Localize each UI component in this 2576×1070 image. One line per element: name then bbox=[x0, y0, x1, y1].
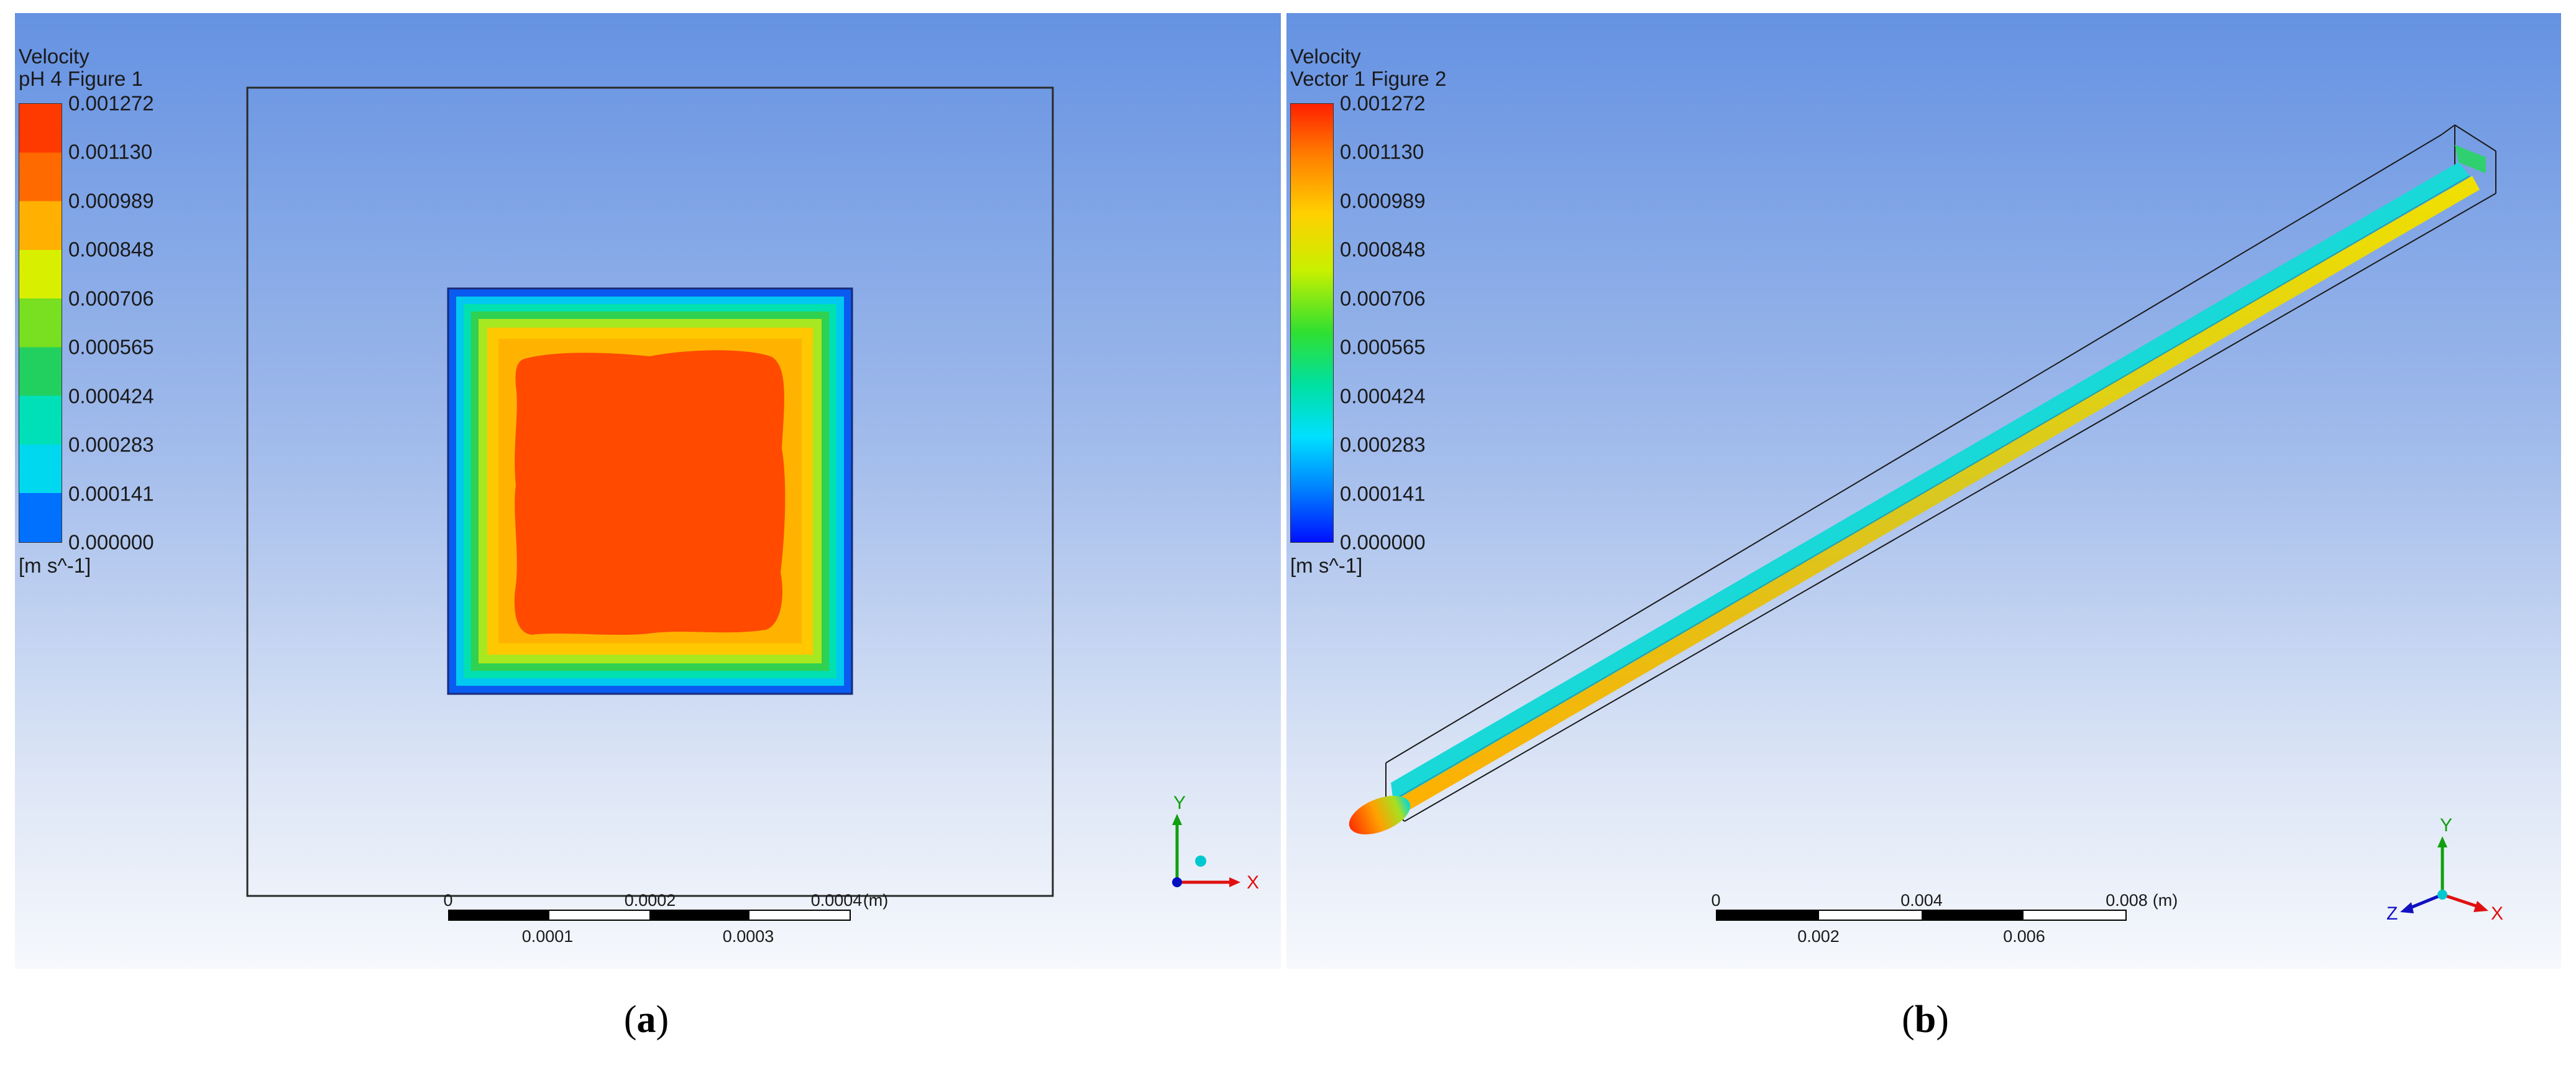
scale-unit: (m) bbox=[2152, 891, 2178, 910]
scale-label: 0.008 bbox=[2106, 891, 2148, 910]
scale-label: 0.0002 bbox=[624, 891, 676, 910]
axis-z-label: Z bbox=[2386, 903, 2398, 924]
outlet-face bbox=[2455, 145, 2486, 173]
axis-x-label: X bbox=[1247, 872, 1259, 893]
legend-tick: 0.001272 bbox=[68, 91, 154, 115]
legend-title: Velocity bbox=[1290, 45, 1361, 68]
legend-tick: 0.000706 bbox=[1340, 287, 1426, 310]
scale-label: 0.0001 bbox=[521, 927, 574, 946]
legend-tick: 0.000989 bbox=[68, 189, 154, 213]
velocity-band-top bbox=[1391, 162, 2470, 801]
legend-tick: 0.000848 bbox=[1340, 238, 1426, 261]
legend-tick: 0.000565 bbox=[1340, 335, 1426, 359]
legend-tick: 0.000706 bbox=[68, 287, 154, 310]
axis-y-label: Y bbox=[1173, 793, 1186, 813]
scale-unit: (m) bbox=[863, 891, 889, 910]
legend-tick: 0.000848 bbox=[68, 238, 154, 261]
panel-a-viewport[interactable]: Velocity pH 4 Figure 1 0.001272 0.001130… bbox=[15, 13, 1281, 969]
legend-tick: 0.000141 bbox=[68, 482, 154, 505]
velocity-colorbar bbox=[19, 103, 62, 543]
legend-tick: 0.001130 bbox=[68, 140, 153, 164]
legend-tick: 0.000565 bbox=[68, 335, 154, 359]
scale-label: 0.006 bbox=[2003, 927, 2045, 946]
legend-tick: 0.000424 bbox=[1340, 384, 1426, 408]
axis-x-label: X bbox=[2491, 903, 2503, 924]
legend-subtitle: pH 4 Figure 1 bbox=[19, 67, 143, 90]
scale-label: 0 bbox=[443, 891, 453, 910]
legend-unit: [m s^-1] bbox=[19, 554, 91, 577]
panel-b-viewport[interactable]: Velocity Vector 1 Figure 2 0.001272 0.00… bbox=[1286, 13, 2561, 969]
legend-tick: 0.001272 bbox=[1340, 91, 1426, 115]
legend-tick: 0.000000 bbox=[1340, 530, 1426, 554]
contour-plot bbox=[246, 86, 1054, 897]
domain-outline bbox=[246, 86, 1054, 897]
axis-triad: Y X bbox=[1172, 793, 1259, 893]
scale-label: 0.002 bbox=[1797, 927, 1840, 946]
legend-tick: 0.000989 bbox=[1340, 189, 1426, 213]
inlet-plume bbox=[1349, 796, 1411, 834]
caption-a: (a) bbox=[623, 999, 669, 1041]
contour-core-max bbox=[514, 350, 786, 635]
legend-tick: 0.000000 bbox=[68, 530, 154, 554]
legend-tick: 0.000424 bbox=[68, 384, 154, 408]
axis-triad: Y X Z bbox=[2386, 815, 2503, 924]
caption-b: (b) bbox=[1902, 999, 1949, 1041]
legend-tick: 0.000141 bbox=[1340, 482, 1426, 505]
axis-y-label: Y bbox=[2440, 815, 2452, 836]
scale-bar bbox=[448, 910, 851, 921]
scale-label: 0.0003 bbox=[722, 927, 774, 946]
legend-subtitle: Vector 1 Figure 2 bbox=[1290, 67, 1447, 90]
legend-unit: [m s^-1] bbox=[1290, 554, 1363, 577]
scale-label: 0.004 bbox=[1900, 891, 1943, 910]
legend-tick: 0.000283 bbox=[1340, 433, 1426, 456]
velocity-band-bed bbox=[1392, 176, 2480, 816]
legend-tick: 0.001130 bbox=[1340, 140, 1424, 164]
legend-title: Velocity bbox=[19, 45, 89, 68]
scale-label: 0 bbox=[1711, 891, 1721, 910]
legend-tick: 0.000283 bbox=[68, 433, 154, 456]
scale-bar bbox=[1716, 910, 2127, 921]
velocity-colorbar bbox=[1290, 103, 1334, 543]
scale-label: 0.0004 bbox=[810, 891, 863, 910]
channel-3d-view bbox=[1349, 124, 2496, 834]
